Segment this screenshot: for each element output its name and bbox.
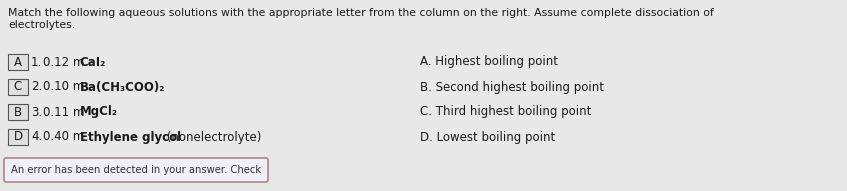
Text: 2.: 2. (31, 80, 42, 94)
Bar (8, 129, 28, 145)
Text: 0.12 m: 0.12 m (42, 56, 88, 69)
Text: B. Second highest boiling point: B. Second highest boiling point (420, 80, 604, 94)
Text: MgCl₂: MgCl₂ (80, 105, 118, 118)
Text: 0.11 m: 0.11 m (42, 105, 88, 118)
Text: 0.40 m: 0.40 m (42, 130, 87, 143)
FancyBboxPatch shape (4, 158, 268, 182)
Text: 3.: 3. (31, 105, 42, 118)
Text: A. Highest boiling point: A. Highest boiling point (420, 56, 558, 69)
Text: Match the following aqueous solutions with the appropriate letter from the colum: Match the following aqueous solutions wi… (8, 8, 714, 18)
Text: C. Third highest boiling point: C. Third highest boiling point (420, 105, 591, 118)
Text: D: D (14, 130, 23, 143)
Bar (8, 104, 28, 120)
Text: A: A (14, 56, 22, 69)
Text: Ba(CH₃COO)₂: Ba(CH₃COO)₂ (80, 80, 165, 94)
Text: electrolytes.: electrolytes. (8, 20, 75, 30)
Text: (nonelectrolyte): (nonelectrolyte) (163, 130, 262, 143)
Text: C: C (14, 80, 22, 94)
Text: 1.: 1. (31, 56, 42, 69)
Text: CaI₂: CaI₂ (80, 56, 106, 69)
Text: B: B (14, 105, 22, 118)
Text: D. Lowest boiling point: D. Lowest boiling point (420, 130, 556, 143)
Text: 0.10 m: 0.10 m (42, 80, 87, 94)
Text: Ethylene glycol: Ethylene glycol (80, 130, 180, 143)
Text: An error has been detected in your answer. Check: An error has been detected in your answe… (11, 165, 261, 175)
Text: 4.: 4. (31, 130, 42, 143)
Bar (8, 79, 28, 95)
Bar (8, 54, 28, 70)
